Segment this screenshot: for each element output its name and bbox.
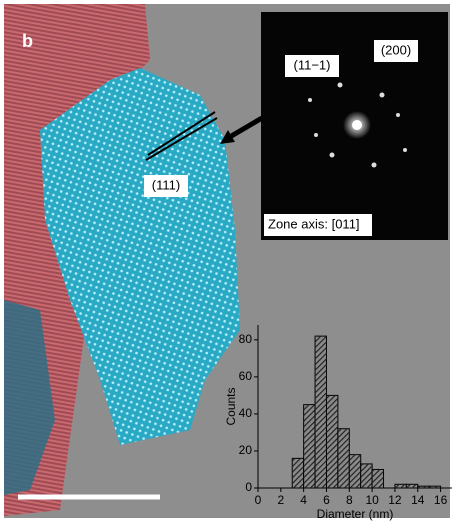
bar-hatch	[361, 464, 372, 488]
x-tick-label: 10	[365, 493, 379, 507]
x-tick-label: 14	[411, 493, 425, 507]
x-tick-label: 16	[434, 493, 448, 507]
x-axis-label: Diameter (nm)	[317, 507, 394, 521]
figure: b (111) (11−1) (200) Zone axis: [011] 0 2…	[0, 0, 453, 521]
bar-hatch	[406, 484, 417, 488]
x-tick-label: 0	[255, 493, 262, 507]
bar-hatch	[338, 429, 349, 488]
spot-label: (11−1)	[294, 57, 331, 72]
bar-hatch	[304, 405, 315, 488]
bar-hatch	[418, 486, 429, 488]
bar-hatch	[349, 455, 360, 488]
y-tick-label: 0	[245, 480, 252, 494]
spot-label: (200)	[381, 42, 411, 57]
bar-hatch	[395, 484, 406, 488]
x-tick-label: 2	[277, 493, 284, 507]
y-tick-label: 20	[239, 443, 253, 457]
y-tick-label: 40	[239, 406, 253, 420]
y-tick-label: 80	[239, 332, 253, 346]
x-tick-label: 4	[300, 493, 307, 507]
panel-label: b	[22, 31, 33, 51]
zone-axis-label: Zone axis: [011]	[268, 216, 360, 231]
x-tick-label: 12	[388, 493, 402, 507]
bar-hatch	[315, 336, 326, 488]
bar-hatch	[292, 458, 303, 488]
bar-hatch	[326, 395, 337, 488]
plane-label: (111)	[152, 177, 180, 192]
x-tick-label: 6	[323, 493, 330, 507]
x-tick-label: 8	[346, 493, 353, 507]
y-axis-label: Counts	[224, 387, 238, 425]
y-tick-label: 60	[239, 369, 253, 383]
bar-hatch	[372, 469, 383, 488]
bar-hatch	[429, 486, 440, 488]
